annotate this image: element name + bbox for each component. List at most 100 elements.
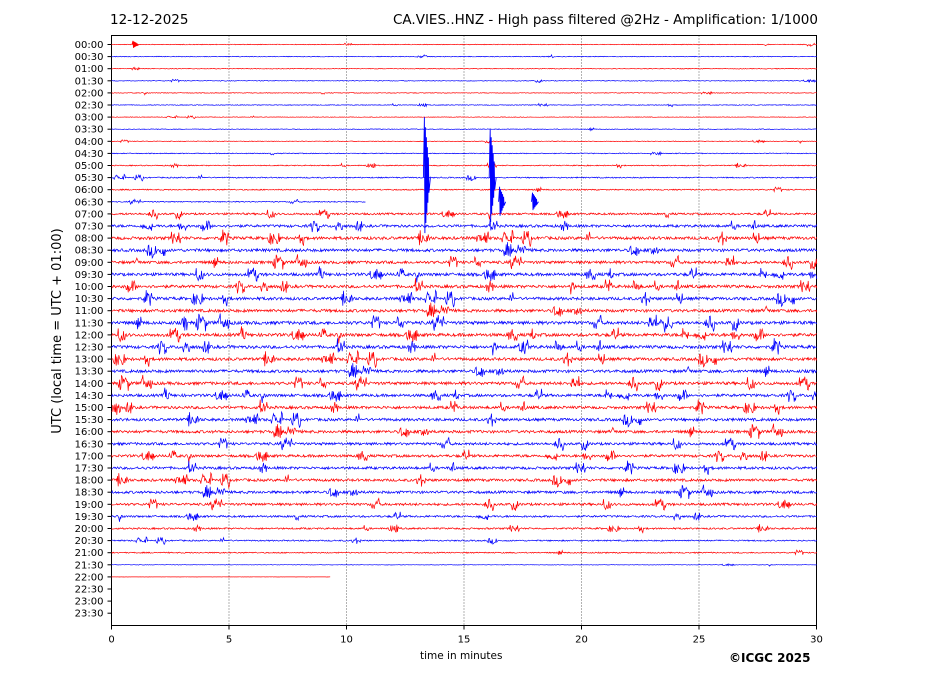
trace-0100 (111, 66, 817, 71)
event-spike (488, 129, 497, 223)
trace-2100 (111, 549, 818, 556)
y-tick-label: 02:00 (75, 88, 104, 99)
trace-1030 (111, 289, 817, 308)
trace-0600 (111, 186, 817, 193)
x-tick-label: 25 (693, 635, 706, 646)
copyright: ©ICGC 2025 (729, 651, 811, 665)
trace-1330 (111, 363, 818, 378)
y-tick-label: 09:00 (75, 258, 104, 269)
trace-1400 (111, 374, 818, 392)
trace-0530 (111, 173, 817, 182)
y-tick-label: 09:30 (75, 270, 104, 281)
chart-title: CA.VIES..HNZ - High pass filtered @2Hz -… (393, 12, 818, 28)
y-tick-label: 01:00 (75, 64, 104, 75)
traces (111, 40, 818, 578)
y-tick-label: 04:30 (75, 149, 104, 160)
trace-1530 (111, 410, 818, 428)
y-tick-label: 08:00 (75, 234, 104, 245)
trace-1730 (111, 460, 818, 475)
event-spike (131, 40, 140, 48)
trace-1130 (111, 313, 818, 333)
grid-lines (228, 35, 700, 626)
y-tick-label: 18:30 (75, 488, 104, 499)
x-tick-label: 30 (810, 635, 823, 646)
y-tick-label: 20:30 (75, 536, 104, 547)
y-tick-label: 11:30 (75, 318, 104, 329)
y-tick-label: 16:30 (75, 439, 104, 450)
trace-2030 (111, 536, 817, 546)
x-tick-label: 20 (575, 635, 588, 646)
trace-0630 (111, 198, 366, 206)
y-tick-label: 05:00 (75, 161, 104, 172)
x-tick-label: 0 (108, 635, 114, 646)
trace-0500 (111, 162, 817, 169)
trace-0230 (111, 102, 817, 108)
y-tick-label: 03:30 (75, 125, 104, 136)
trace-0700 (111, 209, 817, 221)
event-spike (422, 117, 431, 234)
trace-0330 (111, 127, 817, 132)
trace-0200 (111, 91, 817, 96)
trace-1500 (111, 399, 818, 415)
y-tick-label: 19:00 (75, 500, 104, 511)
trace-1830 (111, 484, 818, 500)
trace-0030 (111, 53, 817, 59)
y-tick-label: 21:30 (75, 560, 104, 571)
y-tick-label: 15:00 (75, 403, 104, 414)
trace-0430 (111, 151, 818, 157)
trace-0930 (111, 266, 818, 283)
y-tick-label: 11:00 (75, 306, 104, 317)
y-tick-label: 14:30 (75, 391, 104, 402)
trace-1000 (111, 278, 818, 295)
y-tick-label: 00:00 (75, 40, 104, 51)
y-tick-label: 06:30 (75, 197, 104, 208)
y-tick-label: 06:00 (75, 185, 104, 196)
y-tick-label: 13:30 (75, 367, 104, 378)
y-tick-label: 02:30 (75, 101, 104, 112)
trace-1200 (111, 326, 817, 344)
trace-1430 (111, 387, 817, 404)
trace-0830 (111, 242, 818, 259)
trace-1930 (111, 511, 817, 522)
trace-0130 (111, 78, 817, 84)
trace-0300 (111, 114, 817, 119)
y-tick-label: 22:00 (75, 572, 104, 583)
y-tick-label: 16:00 (75, 427, 104, 438)
y-tick-label: 04:00 (75, 137, 104, 148)
y-tick-label: 08:30 (75, 246, 104, 257)
y-tick-label: 15:30 (75, 415, 104, 426)
y-tick-label: 10:30 (75, 294, 104, 305)
trace-1630 (111, 436, 818, 451)
trace-1600 (111, 423, 818, 439)
x-axis-label: time in minutes (420, 650, 503, 662)
trace-0900 (111, 254, 818, 270)
trace-1100 (111, 302, 818, 318)
x-tick-label: 15 (458, 635, 471, 646)
y-tick-label: 19:30 (75, 512, 104, 523)
trace-2000 (111, 523, 817, 534)
y-tick-label: 21:00 (75, 548, 104, 559)
y-axis-label: UTC (local time = UTC + 01:00) (50, 228, 65, 433)
trace-0730 (111, 218, 818, 233)
trace-2130 (111, 563, 817, 567)
y-tick-label: 07:30 (75, 222, 104, 233)
y-tick-label: 17:00 (75, 451, 104, 462)
trace-0000 (111, 42, 817, 47)
y-tick-label: 14:00 (75, 379, 104, 390)
chart-date: 12-12-2025 (110, 12, 189, 28)
y-tick-label: 01:30 (75, 76, 104, 87)
trace-0400 (111, 139, 817, 144)
x-tick-label: 5 (226, 635, 232, 646)
trace-1800 (111, 471, 818, 490)
y-tick-label: 18:00 (75, 476, 104, 487)
y-tick-label: 12:00 (75, 330, 104, 341)
x-ticks: 0 5 10 15 20 25 30 (108, 625, 823, 646)
x-tick-label: 10 (340, 635, 353, 646)
y-tick-label: 20:00 (75, 524, 104, 535)
y-tick-label: 23:00 (75, 597, 104, 608)
trace-1900 (111, 497, 818, 511)
trace-0800 (111, 229, 818, 247)
y-tick-label: 23:30 (75, 609, 104, 620)
